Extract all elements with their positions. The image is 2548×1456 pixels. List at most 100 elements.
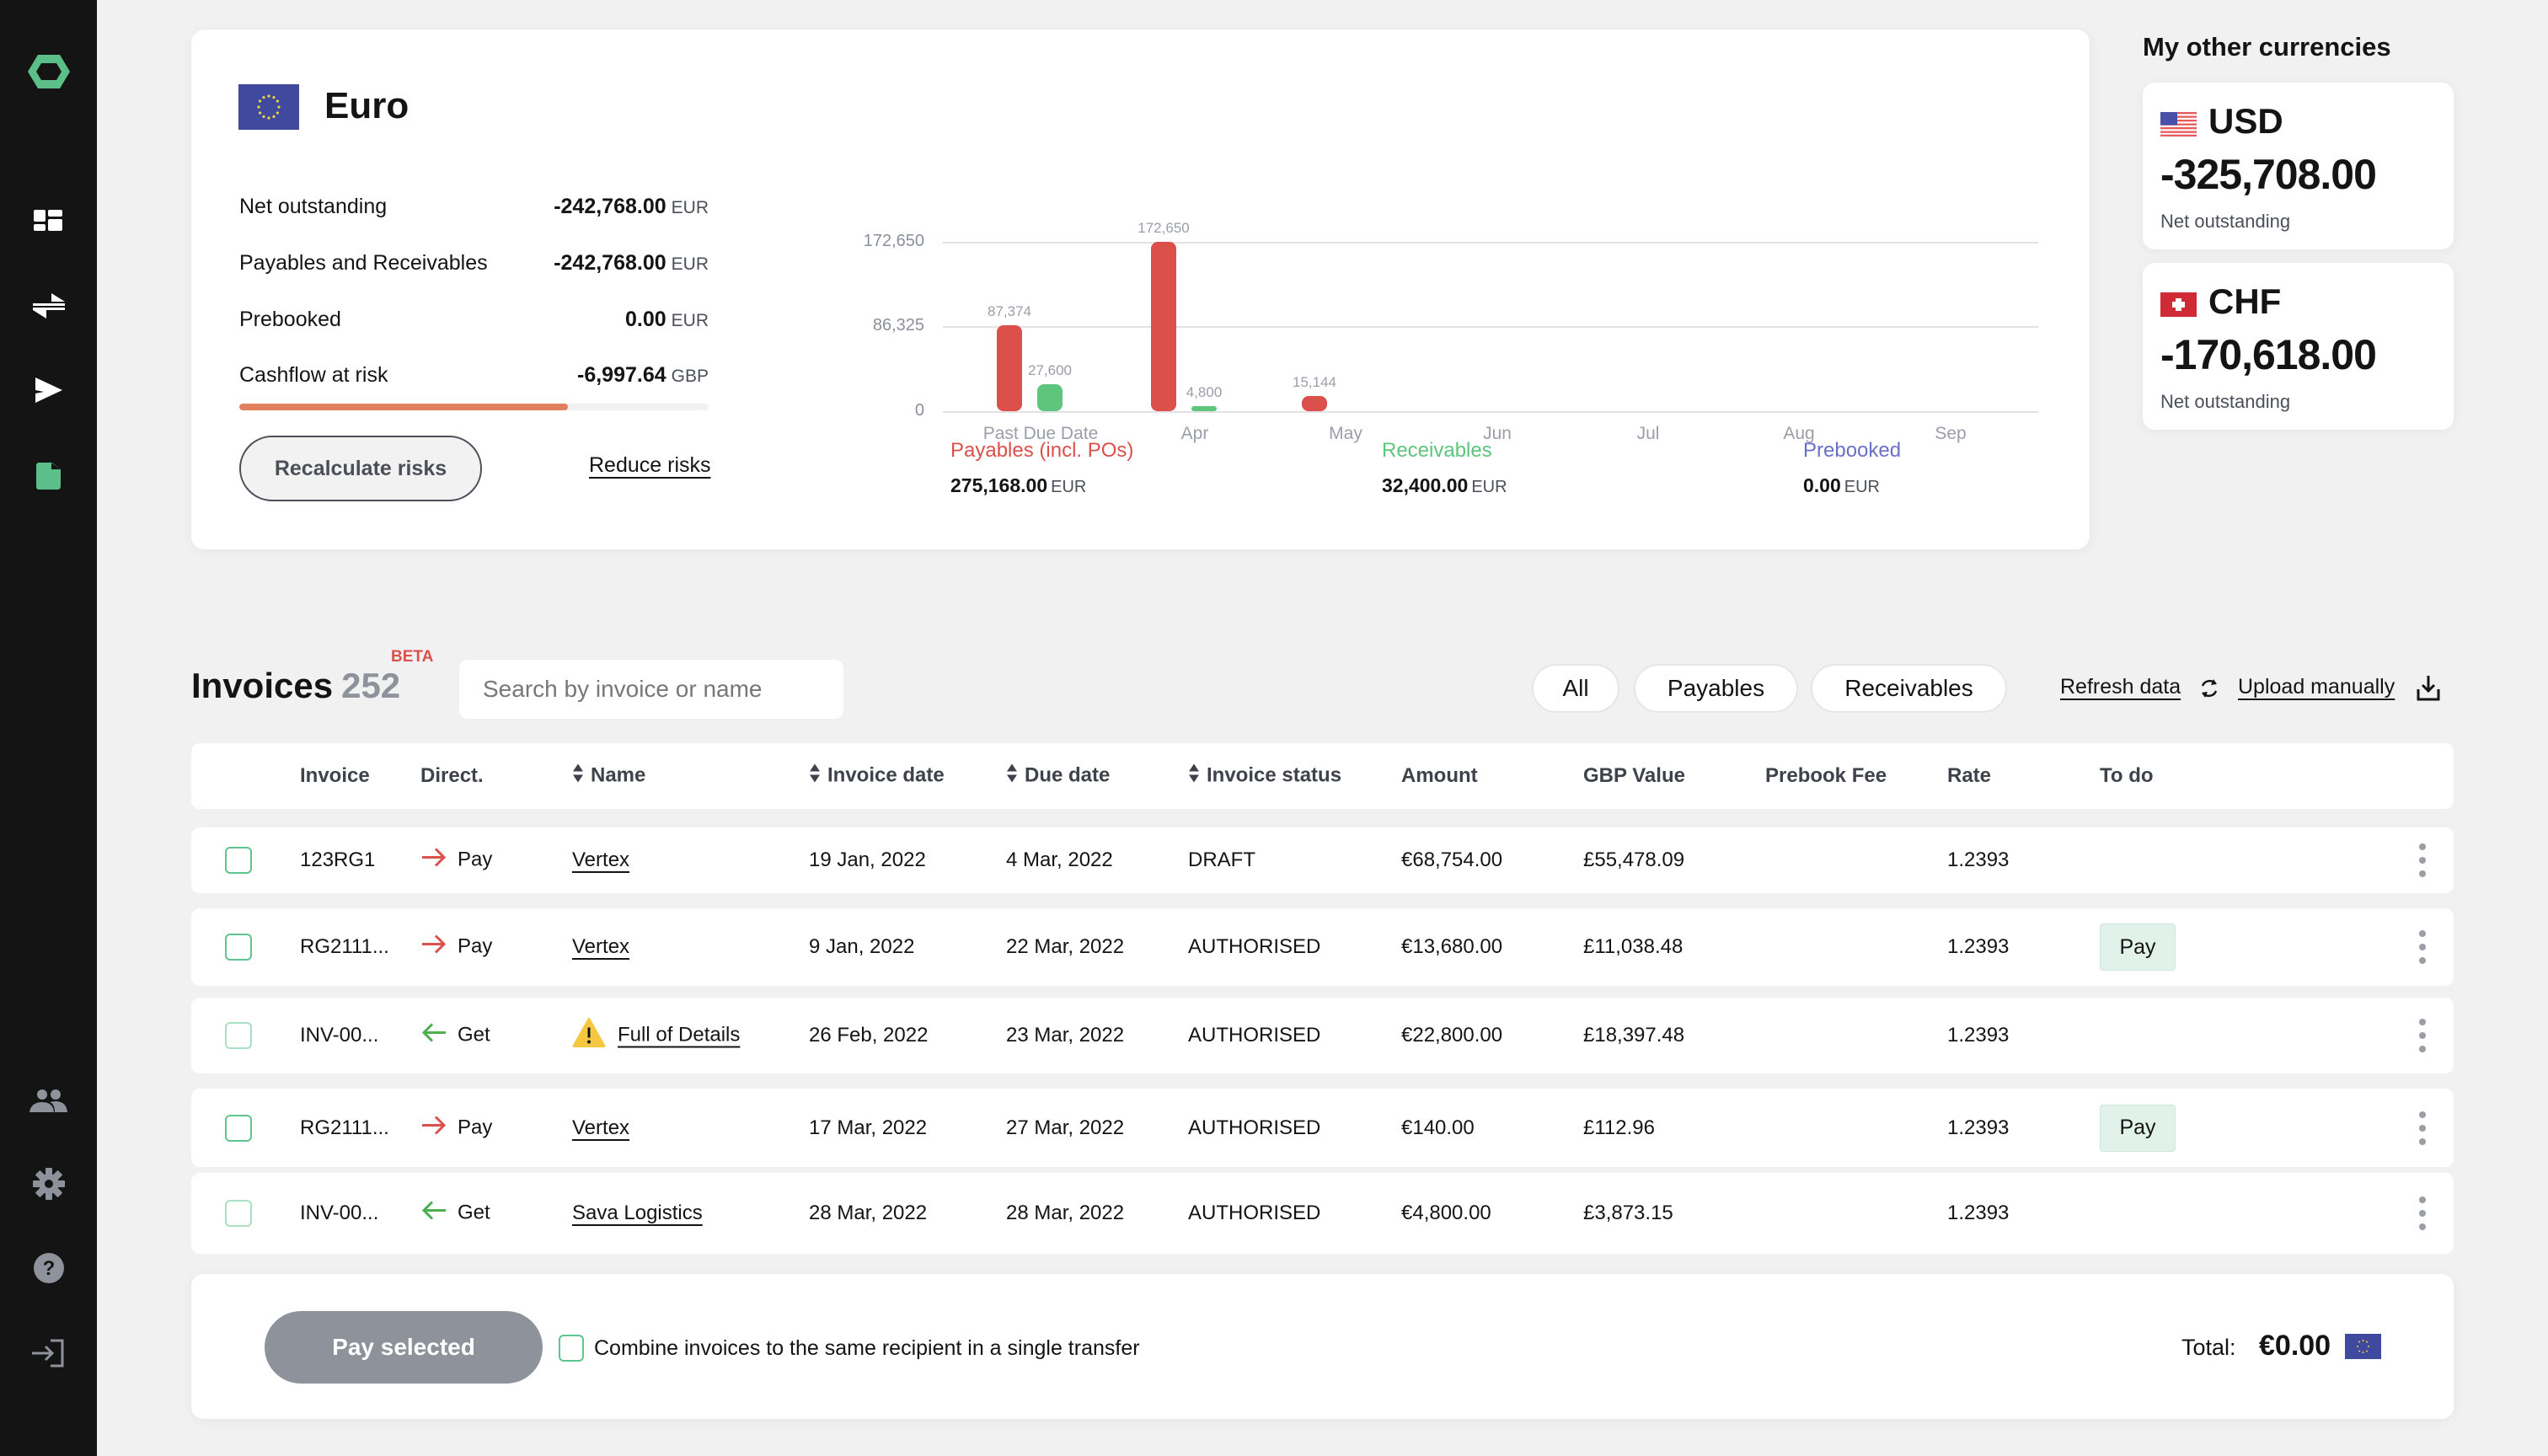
exchange-icon[interactable]	[0, 281, 97, 331]
rate: 1.2393	[1947, 1116, 2010, 1139]
refresh-data-link[interactable]: Refresh data	[2060, 675, 2181, 699]
table-row[interactable]: RG2111... Pay Vertex 9 Jan, 2022 22 Mar, 202…	[191, 908, 2454, 986]
settings-icon[interactable]	[0, 1159, 97, 1209]
table-row[interactable]: 123RG1 Pay Vertex 19 Jan, 2022 4 Mar, 2022 DR…	[191, 827, 2454, 893]
filter-receivables[interactable]: Receivables	[1811, 664, 2007, 713]
x-label: Apr	[1180, 424, 1209, 443]
total-value: €0.00	[2259, 1330, 2331, 1362]
reduce-risks-link[interactable]: Reduce risks	[589, 453, 711, 477]
col-due-date[interactable]: Due date	[1006, 763, 1110, 790]
legend-currency: EUR	[1844, 478, 1880, 496]
due-date: 27 Mar, 2022	[1006, 1116, 1125, 1139]
x-label: May	[1329, 424, 1362, 443]
invoice-status: AUTHORISED	[1188, 935, 1321, 958]
more-options-icon[interactable]	[2414, 1196, 2431, 1230]
table-row[interactable]: RG2111... Pay Vertex 17 Mar, 2022 27 Mar, 20…	[191, 1089, 2454, 1167]
users-icon[interactable]	[0, 1076, 97, 1127]
currency-card-chf[interactable]: CHF -170,618.00 Net outstanding	[2143, 263, 2454, 430]
bar-payables[interactable]	[997, 325, 1022, 411]
counterparty-link[interactable]: Full of Details	[618, 1023, 741, 1046]
sort-icon	[572, 763, 584, 790]
invoice-search-input[interactable]	[459, 660, 843, 719]
more-options-icon[interactable]	[2414, 930, 2431, 964]
currency-amount: -325,708.00	[2160, 151, 2377, 198]
row-checkbox[interactable]	[225, 1022, 252, 1049]
counterparty: Vertex	[572, 1116, 629, 1140]
invoice-number[interactable]: 123RG1	[300, 848, 376, 871]
counterparty-link[interactable]: Vertex	[572, 935, 630, 958]
col-invoice: Invoice	[300, 764, 370, 787]
combine-checkbox[interactable]	[559, 1335, 584, 1362]
table-row[interactable]: INV-00... Get Full of Details 26 Feb, 2022 2…	[191, 998, 2454, 1073]
more-options-icon[interactable]	[2414, 1019, 2431, 1052]
bar-value-label: 27,600	[1028, 361, 1072, 378]
bar-payables[interactable]	[1302, 396, 1327, 411]
y-tick: 0	[914, 401, 924, 420]
invoices-title: Invoices 252	[191, 666, 400, 706]
legend-name: Payables (incl. POs)	[950, 439, 1134, 462]
arrow-left-icon	[420, 1200, 447, 1228]
upload-manually-link[interactable]: Upload manually	[2238, 675, 2395, 699]
bar-payables[interactable]	[1151, 242, 1176, 411]
invoice-number[interactable]: INV-00...	[300, 1202, 379, 1224]
help-icon[interactable]: ?	[0, 1243, 97, 1293]
more-options-icon[interactable]	[2414, 843, 2431, 877]
warning-icon[interactable]	[572, 1018, 606, 1054]
row-checkbox[interactable]	[225, 1200, 252, 1227]
amount: €13,680.00	[1401, 935, 1503, 958]
filter-all[interactable]: All	[1532, 664, 1619, 713]
col-name[interactable]: Name	[572, 763, 645, 790]
filter-payables[interactable]: Payables	[1634, 664, 1798, 713]
dashboard-icon[interactable]	[0, 195, 97, 246]
invoice-number[interactable]: RG2111...	[300, 1116, 389, 1139]
direction: Get	[420, 1200, 490, 1228]
direction-label: Pay	[458, 848, 493, 871]
col-invoice-status[interactable]: Invoice status	[1188, 763, 1341, 790]
beta-badge: BETA	[391, 648, 434, 666]
send-icon[interactable]	[0, 365, 97, 415]
row-checkbox[interactable]	[225, 847, 252, 874]
legend-amount: 275,168.00	[950, 474, 1048, 496]
payment-footer: Pay selected Combine invoices to the sam…	[191, 1274, 2454, 1419]
direction-label: Pay	[458, 934, 493, 958]
stat-label: Cashflow at risk	[239, 363, 388, 387]
legend-receivables: Receivables 32,400.00 EUR	[1382, 439, 1507, 497]
upload-icon[interactable]	[2417, 674, 2440, 705]
more-options-icon[interactable]	[2414, 1111, 2431, 1145]
logout-icon[interactable]	[0, 1328, 97, 1378]
total-label: Total:	[2181, 1335, 2236, 1360]
due-date: 28 Mar, 2022	[1006, 1202, 1125, 1224]
table-row[interactable]: INV-00... Get Sava Logistics 28 Mar, 2022 28…	[191, 1173, 2454, 1254]
pay-selected-button[interactable]: Pay selected	[265, 1311, 543, 1384]
counterparty-link[interactable]: Vertex	[572, 1116, 630, 1139]
y-tick: 86,325	[872, 316, 924, 335]
stat-value: -242,768.00	[554, 251, 666, 275]
logo-icon[interactable]	[0, 46, 97, 97]
bar-receivables[interactable]	[1037, 383, 1063, 411]
refresh-icon[interactable]	[2199, 677, 2219, 704]
recalculate-risks-button[interactable]: Recalculate risks	[239, 436, 482, 501]
row-checkbox[interactable]	[225, 934, 252, 961]
arrow-right-icon	[420, 1114, 447, 1142]
currency-card-usd[interactable]: USD -325,708.00 Net outstanding	[2143, 83, 2454, 249]
svg-text:?: ?	[42, 1257, 55, 1280]
sort-icon	[809, 763, 821, 790]
row-checkbox[interactable]	[225, 1114, 252, 1142]
combine-invoices-option[interactable]: Combine invoices to the same recipient i…	[559, 1335, 1140, 1362]
invoices-icon[interactable]	[0, 451, 97, 501]
counterparty-link[interactable]: Vertex	[572, 848, 630, 871]
bar-receivables[interactable]	[1191, 406, 1217, 411]
us-flag-icon	[2160, 112, 2197, 136]
col-amount: Amount	[1401, 764, 1478, 787]
legend-amount: 32,400.00	[1382, 474, 1469, 496]
invoice-number[interactable]: INV-00...	[300, 1024, 379, 1046]
currency-code: CHF	[2208, 281, 2282, 321]
counterparty-link[interactable]: Sava Logistics	[572, 1202, 703, 1224]
direction-label: Get	[458, 1023, 490, 1046]
pay-button[interactable]: Pay	[2100, 923, 2176, 971]
pay-button[interactable]: Pay	[2100, 1104, 2176, 1152]
sort-icon	[1006, 763, 1018, 790]
x-label: Sep	[1935, 424, 1967, 443]
invoice-number[interactable]: RG2111...	[300, 935, 389, 958]
col-invoice-date[interactable]: Invoice date	[809, 763, 945, 790]
